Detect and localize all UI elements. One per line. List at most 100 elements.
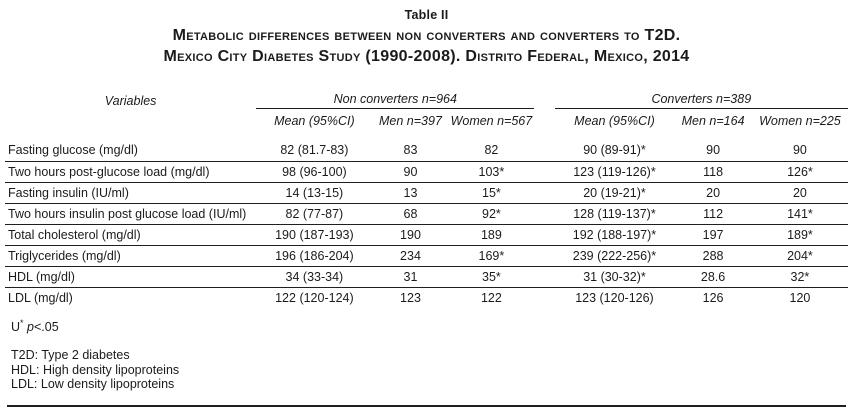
significance-asterisk: * <box>20 317 24 328</box>
table-title-line2: Mexico City Diabetes Study (1990-2008). … <box>163 48 690 65</box>
table-row-hdl: HDL (mg/dl) 34 (33-34) 31 35* 31 (30-32)… <box>5 266 848 288</box>
abbreviations-block: T2D: Type 2 diabetes HDL: High density l… <box>11 348 848 392</box>
cell-nc-women: 15* <box>448 182 535 204</box>
cell-nc-women: 169* <box>448 245 535 267</box>
table-row-two-hours-insulin: Two hours insulin post glucose load (IU/… <box>5 203 848 225</box>
cell-nc-women: 103* <box>448 161 535 183</box>
row-variable: LDL (mg/dl) <box>8 290 73 305</box>
cell-nc-men: 90 <box>372 161 449 183</box>
cell-c-women: 90 <box>751 140 848 162</box>
cell-nc-men: 68 <box>372 203 449 225</box>
table-row-two-hours-post-glucose: Two hours post-glucose load (mg/dl) 98 (… <box>5 161 848 183</box>
subheader-nc-men: Men n=397 <box>379 114 442 129</box>
cell-c-mean: 123 (120-126) <box>575 290 654 305</box>
cell-c-men: 197 <box>674 224 752 246</box>
cell-nc-women: 35* <box>448 266 535 288</box>
row-variable: Fasting insulin (IU/ml) <box>5 182 257 204</box>
significance-threshold: <.05 <box>33 320 59 334</box>
cell-gap <box>534 287 554 308</box>
cell-c-mean: 90 (89-91)* <box>554 140 675 162</box>
cell-nc-men: 83 <box>372 140 449 162</box>
cell-c-women: 189* <box>751 224 848 246</box>
cell-c-women: 20 <box>751 182 848 204</box>
cell-nc-mean: 196 (186-204) <box>256 245 373 267</box>
group-gap <box>534 90 554 108</box>
subheader-c-women: Women n=225 <box>759 114 841 129</box>
subheader-row: Mean (95%CI) Men n=397 Women n=567 Mean … <box>5 108 848 130</box>
table-row-fasting-insulin: Fasting insulin (IU/ml) 14 (13-15) 13 15… <box>5 182 848 204</box>
cell-c-men: 90 <box>674 140 752 162</box>
cell-c-women: 141* <box>751 203 848 225</box>
table-number-label: Table II <box>404 8 449 22</box>
significance-u: U <box>11 320 21 334</box>
cell-c-mean: 192 (188-197)* <box>554 224 675 246</box>
cell-nc-women: 122 <box>480 290 502 305</box>
subheader-empty <box>5 108 256 130</box>
table-row-ldl: LDL (mg/dl) 122 (120-124) 123 122 123 (1… <box>5 287 848 308</box>
subheader-gap <box>534 108 554 130</box>
cell-c-men: 288 <box>674 245 752 267</box>
row-variable: Two hours insulin post glucose load (IU/… <box>5 203 257 225</box>
cell-c-men: 126 <box>702 290 724 305</box>
spacer-row <box>5 130 848 140</box>
cell-gap <box>534 245 555 267</box>
table-row-triglycerides: Triglycerides (mg/dl) 196 (186-204) 234 … <box>5 245 848 267</box>
cell-nc-men: 123 <box>400 290 421 305</box>
cell-c-women: 126* <box>751 161 848 183</box>
table-title-line1: Metabolic differences between non conver… <box>172 27 681 44</box>
cell-gap <box>534 161 555 183</box>
group-header-converters: Converters n=389 <box>554 90 848 109</box>
cell-c-men: 112 <box>674 203 752 225</box>
cell-nc-mean: 190 (187-193) <box>256 224 373 246</box>
cell-c-men: 118 <box>674 161 752 183</box>
row-variable: Two hours post-glucose load (mg/dl) <box>5 161 257 183</box>
cell-nc-mean: 82 (81.7-83) <box>256 140 373 162</box>
cell-nc-men: 31 <box>372 266 449 288</box>
cell-nc-mean: 82 (77-87) <box>256 203 373 225</box>
subheader-nc-women: Women n=567 <box>450 114 533 129</box>
cell-nc-mean: 122 (120-124) <box>275 290 354 305</box>
cell-gap <box>534 182 555 204</box>
table-row-fasting-glucose: Fasting glucose (mg/dl) 82 (81.7-83) 83 … <box>5 140 848 162</box>
abbreviation-hdl: HDL: High density lipoproteins <box>11 362 180 377</box>
cell-gap <box>534 203 555 225</box>
cell-nc-mean: 34 (33-34) <box>256 266 373 288</box>
subheader-c-mean: Mean (95%CI) <box>574 114 655 129</box>
row-variable: Total cholesterol (mg/dl) <box>5 224 257 246</box>
bottom-rule <box>7 404 846 407</box>
subheader-c-men: Men n=164 <box>681 114 745 129</box>
cell-c-women: 120 <box>789 290 811 305</box>
cell-c-mean: 123 (119-126)* <box>554 161 675 183</box>
metabolic-differences-table: Variables Non converters n=964 Converter… <box>5 90 848 308</box>
cell-nc-mean: 98 (96-100) <box>256 161 373 183</box>
significance-p: p <box>27 320 34 334</box>
cell-nc-men: 234 <box>372 245 449 267</box>
cell-nc-men: 190 <box>372 224 449 246</box>
cell-c-women: 204* <box>751 245 848 267</box>
significance-note: U* p<.05 <box>11 317 848 334</box>
variables-header: Variables <box>104 94 157 108</box>
subheader-nc-mean: Mean (95%CI) <box>274 114 355 129</box>
cell-gap <box>534 140 555 162</box>
cell-nc-women: 92* <box>448 203 535 225</box>
cell-c-men: 28.6 <box>674 266 752 288</box>
table-row-total-cholesterol: Total cholesterol (mg/dl) 190 (187-193) … <box>5 224 848 246</box>
row-variable: HDL (mg/dl) <box>5 266 257 288</box>
cell-c-men: 20 <box>674 182 752 204</box>
cell-nc-women: 189 <box>448 224 535 246</box>
cell-c-women: 32* <box>751 266 848 288</box>
cell-nc-mean: 14 (13-15) <box>256 182 373 204</box>
cell-nc-men: 13 <box>372 182 449 204</box>
abbreviation-ldl: LDL: Low density lipoproteins <box>11 377 175 391</box>
row-variable: Fasting glucose (mg/dl) <box>5 140 257 162</box>
cell-gap <box>534 266 555 288</box>
cell-c-mean: 31 (30-32)* <box>554 266 675 288</box>
group-header-non-converters: Non converters n=964 <box>256 90 535 109</box>
abbreviation-t2d: T2D: Type 2 diabetes <box>11 348 130 362</box>
group-header-row: Variables Non converters n=964 Converter… <box>5 90 848 109</box>
cell-c-mean: 239 (222-256)* <box>554 245 675 267</box>
title-block: Table II Metabolic differences between n… <box>5 8 848 67</box>
cell-c-mean: 128 (119-137)* <box>554 203 675 225</box>
cell-nc-women: 82 <box>448 140 535 162</box>
